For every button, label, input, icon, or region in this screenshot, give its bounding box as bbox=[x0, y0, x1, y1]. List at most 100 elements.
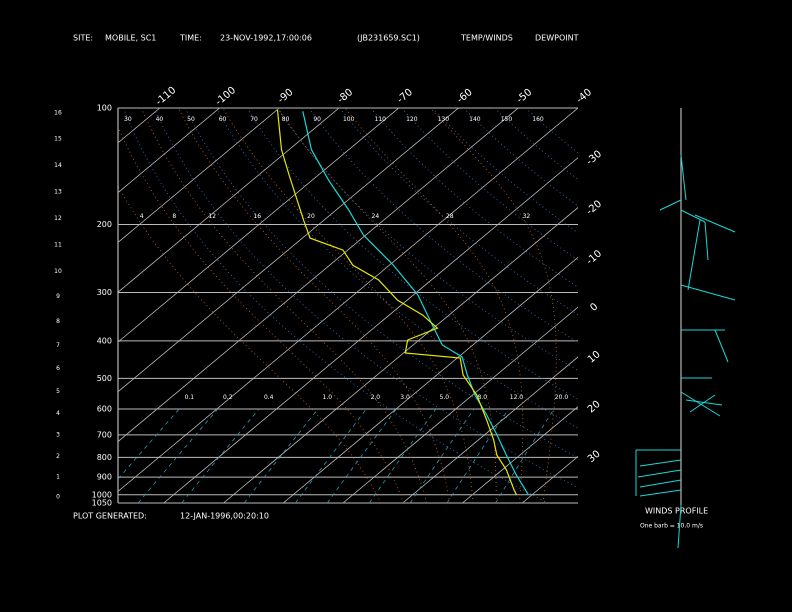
dry-adiabat-label: 110 bbox=[375, 116, 387, 123]
dry-adiabat-label: 70 bbox=[250, 116, 258, 123]
moist-adiabat-label: 12 bbox=[208, 213, 216, 220]
legend-entry: TEMP/WINDS bbox=[460, 34, 513, 43]
mixing-ratio-label: 3.0 bbox=[400, 394, 410, 401]
dry-adiabat-label: 50 bbox=[187, 116, 195, 123]
wind-barb bbox=[704, 221, 709, 261]
height-label: 13 bbox=[54, 189, 62, 196]
moist-adiabat bbox=[140, 108, 428, 503]
dry-adiabat-label: 130 bbox=[438, 116, 450, 123]
isotherm bbox=[118, 108, 340, 293]
mixing-ratio-label: 5.0 bbox=[440, 394, 450, 401]
dry-adiabat-label: 120 bbox=[406, 116, 418, 123]
isotherm bbox=[282, 256, 578, 503]
mixing-ratio-line bbox=[243, 408, 319, 503]
wind-barb bbox=[639, 489, 682, 497]
dry-adiabat bbox=[215, 108, 578, 429]
moist-adiabat-label: 16 bbox=[253, 213, 261, 220]
mixing-ratio-line bbox=[181, 408, 260, 503]
moist-adiabat bbox=[276, 108, 497, 503]
pressure-label: 900 bbox=[97, 473, 112, 482]
mixing-ratio-label: 0.4 bbox=[264, 394, 274, 401]
sounding-line bbox=[276, 109, 518, 496]
isotherm bbox=[462, 406, 578, 503]
time-label: TIME: bbox=[179, 34, 202, 43]
pressure-label: 300 bbox=[97, 288, 112, 297]
time: 23-NOV-1992,17:00:06 bbox=[220, 34, 312, 43]
isotherm bbox=[118, 108, 459, 393]
mixing-ratio-line bbox=[295, 408, 367, 503]
height-label: 4 bbox=[56, 410, 60, 417]
height-label: 6 bbox=[56, 365, 60, 372]
dry-adiabat-label: 30 bbox=[124, 116, 132, 123]
legend-entry: DEWPOINT bbox=[535, 34, 579, 43]
isotherm bbox=[118, 108, 280, 243]
dry-adiabat bbox=[153, 108, 578, 489]
pressure-label: 1050 bbox=[92, 499, 112, 508]
isotherm bbox=[163, 157, 578, 503]
dry-adiabat-label: 140 bbox=[469, 116, 481, 123]
wind-barb bbox=[687, 219, 701, 291]
isotherm bbox=[402, 356, 578, 503]
height-label: 3 bbox=[56, 432, 60, 439]
height-label: 1 bbox=[56, 473, 60, 480]
wind-note: One barb = 10.0 m/s bbox=[640, 523, 703, 530]
wind-staff bbox=[677, 504, 682, 549]
dry-adiabat bbox=[339, 108, 578, 316]
dry-adiabat-label: 60 bbox=[219, 116, 227, 123]
file-name: (JB231659.SC1) bbox=[357, 34, 420, 43]
dry-adiabat-label: 80 bbox=[282, 116, 290, 123]
mixing-ratio-label: 20.0 bbox=[555, 394, 569, 401]
wind-barb bbox=[680, 209, 706, 223]
pressure-label: 1000 bbox=[92, 490, 112, 499]
moist-adiabat bbox=[177, 108, 451, 503]
height-label: 11 bbox=[54, 242, 62, 249]
isotherm bbox=[118, 108, 578, 492]
isotherm bbox=[118, 108, 220, 194]
dry-adiabat-label: 40 bbox=[156, 116, 164, 123]
dry-adiabat-label: 150 bbox=[501, 116, 513, 123]
moist-adiabat-label: 8 bbox=[172, 213, 176, 220]
mixing-ratio-line bbox=[118, 408, 180, 480]
pressure-label: 800 bbox=[97, 453, 112, 462]
mixing-ratio-line bbox=[137, 408, 219, 503]
wind-barb bbox=[637, 469, 682, 478]
moist-adiabat-label: 4 bbox=[140, 213, 144, 220]
dry-adiabat-label: 100 bbox=[343, 116, 355, 123]
wind-barb bbox=[680, 284, 736, 301]
mixing-ratio-label: 1.0 bbox=[323, 394, 333, 401]
moist-adiabat bbox=[118, 126, 405, 503]
isotherm bbox=[223, 207, 578, 503]
dry-adiabat bbox=[184, 108, 578, 459]
mixing-ratio-line bbox=[368, 408, 437, 503]
isotherm bbox=[118, 108, 519, 443]
mixing-ratio-label: 12.0 bbox=[510, 394, 524, 401]
footer-time: 12-JAN-1996,00:20:10 bbox=[180, 512, 269, 521]
dry-adiabat-label: 160 bbox=[532, 116, 544, 123]
mixing-ratio-line bbox=[326, 408, 397, 503]
height-label: 14 bbox=[54, 162, 62, 169]
pressure-label: 600 bbox=[97, 404, 112, 413]
wind-barb bbox=[714, 329, 729, 363]
temperature-label: 0 bbox=[588, 301, 600, 314]
wind-barb bbox=[659, 199, 682, 211]
height-label: 0 bbox=[56, 494, 60, 501]
moist-adiabat-label: 20 bbox=[307, 213, 315, 220]
height-label: 5 bbox=[56, 388, 60, 395]
height-label: 9 bbox=[56, 293, 60, 300]
wind-barb bbox=[680, 154, 687, 201]
pressure-label: 100 bbox=[97, 104, 112, 113]
wind-barb bbox=[694, 214, 736, 233]
pressure-label: 500 bbox=[97, 374, 112, 383]
mixing-ratio-line bbox=[446, 408, 509, 503]
moist-adiabat-label: 28 bbox=[446, 213, 454, 220]
wind-barb bbox=[689, 394, 716, 413]
site: MOBILE, SC1 bbox=[105, 34, 156, 43]
wind-barb bbox=[639, 479, 682, 488]
height-label: 2 bbox=[56, 453, 60, 460]
wind-barb bbox=[680, 391, 721, 417]
pressure-label: 400 bbox=[97, 336, 112, 345]
